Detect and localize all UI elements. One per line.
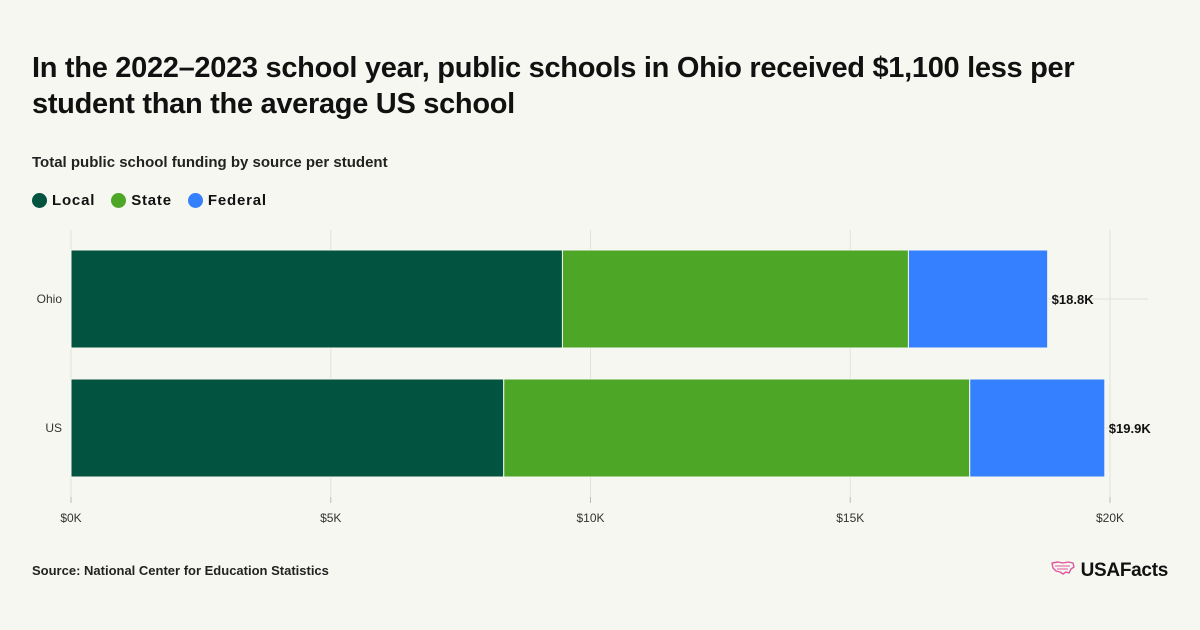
- bar-segment-federal-us: [969, 378, 1106, 478]
- bar-segment-local-ohio: [70, 249, 563, 349]
- category-label-us: US: [45, 421, 62, 435]
- legend-item-local: Local: [32, 192, 95, 209]
- legend-swatch-federal: [187, 193, 203, 208]
- legend-swatch-local: [32, 193, 47, 208]
- legend-item-federal: Federal: [187, 192, 267, 209]
- total-label-ohio: $18.8K: [1052, 292, 1095, 307]
- legend-label-state: State: [131, 192, 172, 209]
- source-note: Source: National Center for Education St…: [32, 563, 329, 578]
- chart-title: In the 2022–2023 school year, public sch…: [32, 52, 1075, 120]
- usa-map-icon: [1050, 560, 1075, 582]
- bar-segment-state-ohio: [561, 249, 909, 349]
- brand-logo: USAFacts: [1050, 560, 1169, 582]
- total-label-us: $19.9K: [1109, 421, 1152, 436]
- brand-name: USAFacts: [1080, 560, 1169, 581]
- bar-segment-state-us: [503, 378, 971, 478]
- legend-label-federal: Federal: [207, 192, 267, 209]
- category-label-ohio: Ohio: [37, 292, 63, 306]
- bar-segment-local-us: [70, 378, 505, 478]
- chart-subtitle: Total public school funding by source pe…: [32, 154, 388, 171]
- x-tick-label: $15K: [836, 511, 864, 525]
- legend-item-state: State: [111, 192, 172, 209]
- x-tick-label: $0K: [60, 511, 81, 525]
- legend: Local State Federal: [32, 192, 267, 209]
- legend-swatch-state: [111, 193, 127, 208]
- x-tick-label: $10K: [576, 511, 604, 525]
- x-tick-label: $20K: [1096, 511, 1124, 525]
- x-tick-label: $5K: [320, 511, 341, 525]
- bar-segment-federal-ohio: [907, 249, 1049, 349]
- legend-label-local: Local: [52, 192, 96, 209]
